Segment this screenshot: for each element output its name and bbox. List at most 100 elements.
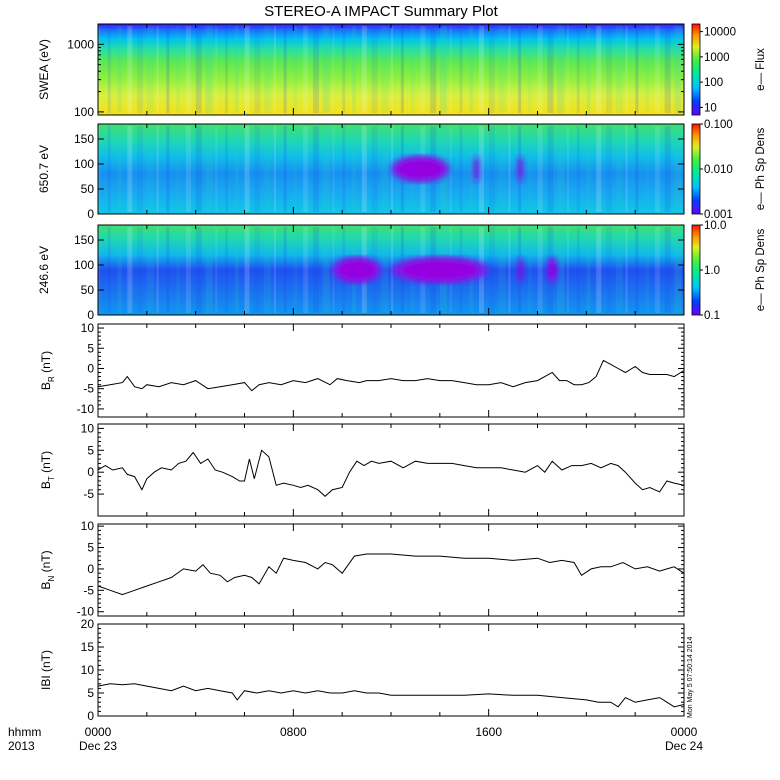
texture-streak (615, 227, 623, 313)
texture-streak (205, 26, 213, 113)
texture-streak (508, 126, 511, 212)
texture-streak (606, 26, 613, 113)
colorbar-tick-label: 0.001 (704, 209, 733, 221)
colorbar-tick-label: 1.0 (704, 265, 720, 277)
texture-streak (361, 126, 367, 212)
x-axis-year-label: 2013 (8, 739, 35, 753)
dropout-core (474, 158, 479, 180)
generation-timestamp: Mon May 5 07:50:14 2014 (687, 637, 694, 718)
y-tick-label: 1000 (67, 37, 94, 51)
texture-streak (625, 227, 628, 313)
dropout-core (396, 158, 444, 180)
texture-streak (137, 227, 144, 313)
texture-streak (625, 126, 628, 212)
texture-streak (615, 126, 623, 212)
y-tick-label: 150 (74, 233, 94, 247)
y-tick-label: 0 (87, 308, 94, 322)
texture-streak (107, 126, 111, 212)
texture-streak (303, 126, 309, 212)
dropout-core (548, 259, 557, 281)
texture-streak (371, 26, 378, 113)
texture-streak (293, 227, 298, 313)
y-tick-label: 10 (81, 321, 95, 335)
texture-streak (283, 126, 287, 212)
y-tick-label: 15 (81, 640, 95, 654)
texture-streak (127, 126, 133, 212)
texture-streak (166, 26, 170, 113)
x-tick-label: 0000 (85, 725, 112, 739)
x-tick-sublabel: Dec 24 (665, 739, 703, 753)
texture-streak (596, 126, 602, 212)
spectrogram-texture (98, 26, 682, 113)
texture-streak (664, 126, 671, 212)
texture-streak (361, 26, 367, 113)
y-axis-label: IBI (nT) (39, 650, 53, 690)
texture-streak (166, 126, 170, 212)
texture-streak (156, 126, 159, 212)
texture-streak (576, 26, 580, 113)
y-tick-label: -10 (77, 605, 95, 619)
texture-streak (215, 227, 218, 313)
texture-streak (225, 227, 229, 313)
texture-streak (381, 227, 389, 313)
texture-streak (410, 26, 415, 113)
texture-streak (371, 126, 378, 212)
texture-streak (586, 26, 591, 113)
texture-streak (176, 126, 181, 212)
colorbar (691, 123, 701, 215)
texture-streak (488, 227, 495, 313)
series-line (97, 359, 685, 392)
texture-streak (586, 227, 591, 313)
line-panel-4: 0 5 10 15 20 IBI (nT) (39, 617, 685, 723)
texture-streak (606, 126, 613, 212)
spectrogram-panel-2: 0 50 100 150 650.7 eV 0.001 0.010 0.100 e— Ph Sp… (37, 119, 767, 221)
y-tick-label: 20 (81, 617, 95, 631)
texture-streak (654, 26, 660, 113)
y-tick-label: 5 (87, 341, 94, 355)
y-tick-label: 5 (87, 686, 94, 700)
texture-streak (459, 126, 463, 212)
texture-streak (674, 126, 682, 212)
texture-streak (508, 227, 511, 313)
texture-streak (645, 227, 650, 313)
series-line (97, 449, 685, 497)
texture-streak (146, 26, 154, 113)
texture-streak (98, 227, 100, 313)
texture-streak (254, 126, 261, 212)
texture-streak (312, 126, 319, 212)
texture-streak (273, 227, 276, 313)
y-axis-label: BT (nT) (39, 451, 56, 489)
texture-streak (264, 227, 272, 313)
texture-streak (547, 26, 554, 113)
y-tick-label: 0 (87, 562, 94, 576)
y-tick-label: 50 (81, 283, 95, 297)
texture-streak (225, 26, 229, 113)
line-panel-3: -10 -5 0 5 10 BN (nT) (39, 519, 685, 619)
texture-streak (244, 227, 250, 313)
y-axis-label: BR (nT) (39, 351, 56, 390)
colorbar-tick-label: 100 (704, 77, 723, 89)
texture-streak (527, 126, 532, 212)
y-axis-label: 650.7 eV (37, 145, 51, 193)
texture-streak (234, 26, 239, 113)
panel-frame (97, 323, 685, 418)
dropout-regions (391, 155, 523, 183)
texture-streak (449, 26, 452, 113)
texture-streak (527, 227, 532, 313)
texture-streak (654, 126, 660, 212)
texture-streak (283, 227, 287, 313)
texture-streak (234, 227, 239, 313)
panel-frame (97, 523, 685, 617)
texture-streak (244, 26, 250, 113)
texture-streak (215, 126, 218, 212)
y-tick-label: -5 (83, 583, 94, 597)
texture-streak (107, 26, 111, 113)
texture-streak (185, 26, 191, 113)
colorbar-tick-label: 10.0 (704, 220, 726, 232)
spectrogram-fill (98, 225, 684, 315)
texture-streak (293, 26, 298, 113)
texture-streak (518, 26, 522, 113)
colorbar-label: e— Ph Sp Dens (755, 128, 767, 211)
texture-streak (332, 26, 335, 113)
